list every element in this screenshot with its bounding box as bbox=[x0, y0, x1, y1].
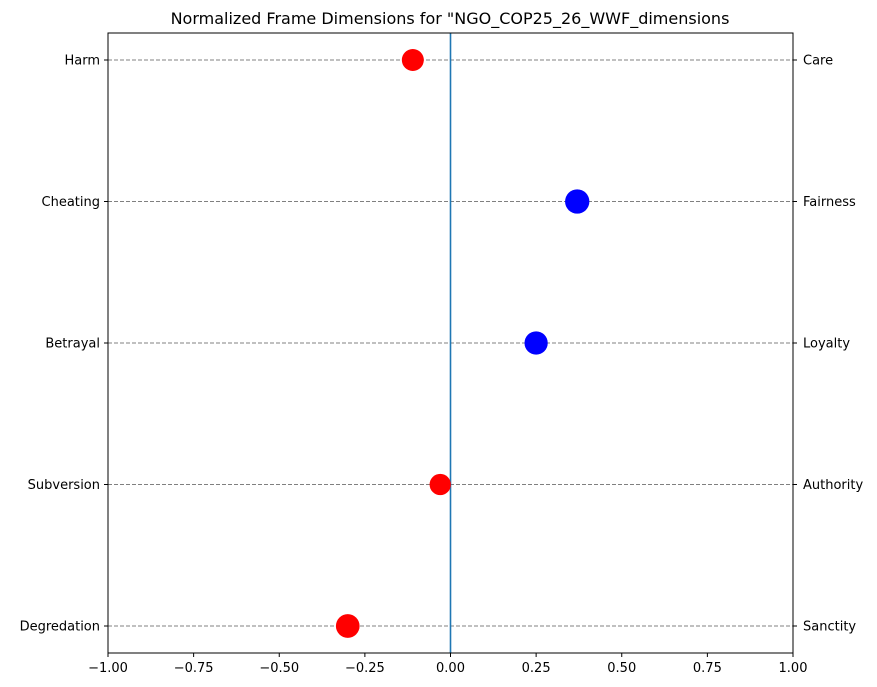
right-tick-label: Loyalty bbox=[803, 337, 850, 352]
left-tick-label: Cheating bbox=[42, 195, 100, 210]
left-axis: Harm Cheating Betrayal Subversion Degredatio… bbox=[20, 54, 108, 635]
data-point bbox=[524, 331, 548, 355]
right-tick-label: Fairness bbox=[803, 195, 856, 210]
x-tick-label: 0.00 bbox=[436, 661, 465, 676]
right-tick-label: Care bbox=[803, 54, 833, 69]
left-tick-label: Subversion bbox=[28, 478, 100, 493]
x-tick-label: −0.75 bbox=[174, 661, 214, 676]
x-tick-label: −0.50 bbox=[259, 661, 299, 676]
left-tick-label: Harm bbox=[64, 54, 100, 69]
x-tick-label: 0.50 bbox=[607, 661, 636, 676]
right-axis: Care Fairness Loyalty Authority Sanctity bbox=[793, 54, 863, 635]
x-tick-label: −0.25 bbox=[345, 661, 385, 676]
x-tick-label: 0.75 bbox=[693, 661, 722, 676]
x-axis: −1.00 −0.75 −0.50 −0.25 0.00 0.25 0.50 0.75 1.00 bbox=[88, 653, 807, 676]
right-tick-label: Authority bbox=[803, 478, 863, 493]
data-point bbox=[429, 473, 451, 496]
x-tick-label: −1.00 bbox=[88, 661, 128, 676]
x-tick-label: 1.00 bbox=[779, 661, 808, 676]
data-point bbox=[565, 189, 590, 214]
data-point bbox=[335, 614, 360, 638]
points-layer bbox=[335, 49, 590, 638]
left-tick-label: Degredation bbox=[20, 620, 100, 635]
right-tick-label: Sanctity bbox=[803, 620, 856, 635]
x-tick-label: 0.25 bbox=[522, 661, 551, 676]
chart-title: Normalized Frame Dimensions for "NGO_COP… bbox=[171, 9, 730, 29]
left-tick-label: Betrayal bbox=[45, 337, 100, 352]
data-point bbox=[401, 49, 424, 71]
